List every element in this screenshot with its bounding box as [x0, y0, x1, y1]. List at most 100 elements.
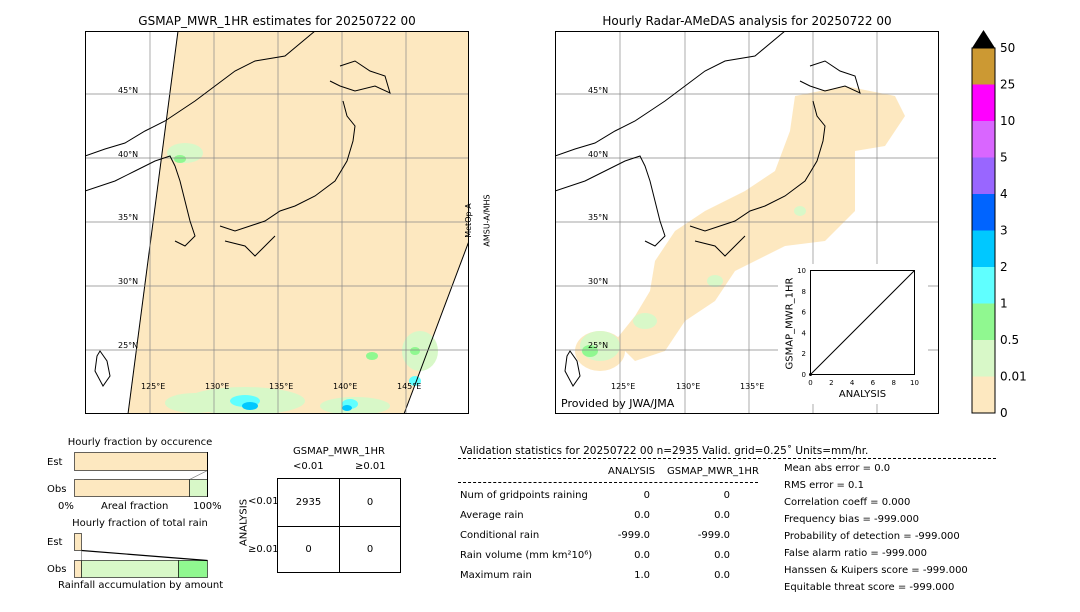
colorbar-tick-label: 5: [1000, 151, 1008, 165]
total-rain-chart: [74, 533, 208, 578]
colorbar-tick-label: 2: [1000, 260, 1008, 274]
col-header: ≥0.01: [355, 461, 386, 472]
colorbar-segment: [972, 376, 995, 413]
sensor-label: AMSU-A/MHS: [482, 194, 492, 247]
colorbar-tick-label: 4: [1000, 187, 1008, 201]
x-tick-100: 100%: [193, 501, 222, 512]
score-line: False alarm ratio = -999.000: [784, 548, 927, 559]
lon-label: 130°E: [205, 382, 230, 391]
lon-label: 125°E: [611, 382, 636, 391]
contingency-title: GSMAP_MWR_1HR: [293, 446, 385, 457]
credit-text: Provided by JWA/JMA: [561, 397, 675, 410]
x-tick-label: 8: [891, 379, 895, 387]
colorbar-segment: [972, 121, 995, 158]
graticule: [85, 31, 469, 414]
score-line: Correlation coeff = 0.000: [784, 497, 911, 508]
col-gsmap: GSMAP_MWR_1HR: [667, 466, 759, 477]
occurrence-chart: [74, 452, 208, 497]
scatter-point: [809, 373, 812, 376]
score-line: Mean abs error = 0.0: [784, 463, 891, 474]
right-map-title: Hourly Radar-AMeDAS analysis for 2025072…: [602, 14, 892, 28]
areal-fraction-label: Areal fraction: [101, 501, 169, 512]
scatter-inset: 00 2 2 4 4 6 6 8 8 10 10: [797, 267, 919, 387]
y-tick-label: 0: [802, 371, 806, 379]
colorbar-tick-label: 10: [1000, 114, 1015, 128]
y-axis-label: GSMAP_MWR_1HR: [784, 277, 796, 370]
x-tick-label: 4: [850, 379, 855, 387]
x-tick-label: 2: [829, 379, 833, 387]
lat-label: 45°N: [588, 86, 609, 95]
lon-label: 130°E: [676, 382, 701, 391]
lon-label: 140°E: [333, 382, 358, 391]
stat-b: 0.0: [714, 550, 730, 561]
obs-label: Obs: [47, 484, 67, 495]
lon-label: 135°E: [740, 382, 765, 391]
lon-label: 125°E: [141, 382, 166, 391]
score-line: RMS error = 0.1: [784, 480, 864, 491]
lat-label: 35°N: [588, 213, 609, 222]
stat-label: Num of gridpoints raining: [460, 490, 588, 501]
lat-label: 25°N: [118, 341, 139, 350]
right-map: [555, 31, 939, 414]
colorbar-tick-label: 0.5: [1000, 333, 1019, 347]
est-label: Est: [47, 537, 63, 548]
stat-b: 0.0: [714, 570, 730, 581]
lat-label: 45°N: [118, 86, 139, 95]
colorbar-segment: [972, 303, 995, 340]
y-tick-label: 4: [802, 329, 807, 337]
stat-a: -999.0: [617, 530, 650, 541]
lon-label: 135°E: [269, 382, 294, 391]
x-tick-label: 10: [910, 379, 919, 387]
col-analysis: ANALYSIS: [608, 466, 656, 477]
colorbar-tick-label: 25: [1000, 78, 1015, 92]
cell: 0: [366, 497, 374, 508]
radar-coverage: [615, 86, 905, 361]
y-tick-label: 2: [802, 350, 806, 358]
colorbar-segment: [972, 230, 995, 267]
colorbar-segment: [972, 84, 995, 121]
est-bar: [74, 452, 208, 471]
contingency-table: 2935 0 0 0: [277, 478, 401, 573]
lat-label: 30°N: [588, 277, 609, 286]
cell: 0: [305, 544, 312, 555]
cell: 2935: [295, 497, 322, 508]
row-header: ≥0.01: [248, 544, 279, 555]
est-label: Est: [47, 457, 63, 468]
stat-label: Conditional rain: [460, 530, 540, 541]
y-tick-label: 10: [797, 267, 806, 275]
lat-label: 40°N: [118, 150, 139, 159]
colorbar: 0 0.01 0.5 1 2 3 4 5 10 25 50: [971, 30, 1027, 420]
obs-bar-dry: [74, 479, 190, 497]
lat-label: 25°N: [588, 341, 609, 350]
diagonal-line: [810, 270, 915, 375]
colorbar-extend-arrow: [972, 30, 995, 48]
colorbar-segment: [972, 194, 995, 231]
occurrence-title: Hourly fraction by occurence: [67, 437, 213, 448]
score-line: Frequency bias = -999.000: [784, 514, 919, 525]
stat-label: Maximum rain: [460, 570, 532, 581]
colorbar-tick-label: 0.01: [1000, 370, 1027, 384]
x-axis-label: ANALYSIS: [838, 389, 887, 400]
satellite-label: MetOp-A: [463, 203, 473, 238]
obs-label: Obs: [47, 564, 67, 575]
colorbar-segment: [972, 48, 995, 85]
obs-bar-light: [189, 479, 208, 497]
stat-label: Average rain: [460, 510, 524, 521]
y-tick-label: 6: [802, 309, 807, 317]
colorbar-segment: [972, 157, 995, 194]
stats-header: Validation statistics for 20250722 00 n=…: [460, 445, 869, 457]
x-tick-0: 0%: [58, 501, 74, 512]
colorbar-tick-label: 3: [1000, 224, 1008, 238]
lat-label: 35°N: [118, 213, 139, 222]
stat-a: 1.0: [634, 570, 650, 581]
lon-label: 145°E: [397, 382, 422, 391]
colorbar-segment: [972, 267, 995, 304]
lat-label: 30°N: [118, 277, 139, 286]
stat-a: 0.0: [634, 510, 650, 521]
score-line: Hanssen & Kuipers score = -999.000: [784, 565, 968, 576]
colorbar-tick-label: 0: [1000, 406, 1008, 420]
coastlines: [85, 31, 391, 387]
colorbar-segment: [972, 340, 995, 377]
cell: 0: [366, 544, 374, 555]
